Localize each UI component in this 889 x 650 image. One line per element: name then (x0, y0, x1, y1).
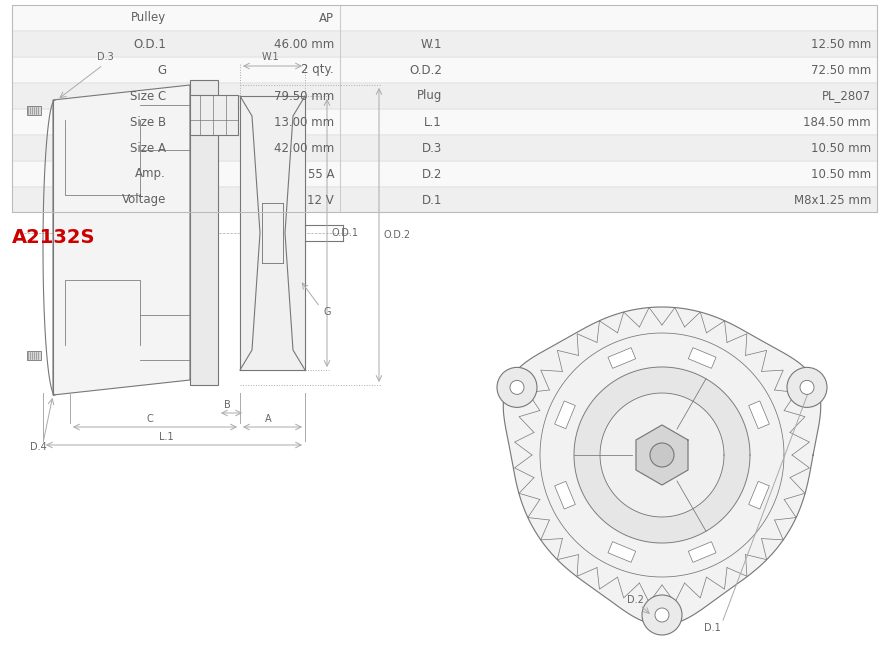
Circle shape (642, 595, 682, 635)
Text: Amp.: Amp. (135, 168, 166, 181)
Text: AP: AP (319, 12, 334, 25)
Text: 72.50 mm: 72.50 mm (811, 64, 871, 77)
FancyBboxPatch shape (12, 83, 340, 108)
Text: A2132S: A2132S (12, 228, 95, 247)
Text: W.1: W.1 (420, 38, 442, 51)
Polygon shape (600, 393, 724, 517)
Text: 10.50 mm: 10.50 mm (811, 168, 871, 181)
FancyBboxPatch shape (340, 5, 877, 30)
Text: 10.50 mm: 10.50 mm (811, 142, 871, 155)
Text: C: C (147, 414, 154, 424)
Circle shape (510, 380, 524, 395)
Circle shape (787, 367, 827, 408)
Polygon shape (688, 348, 716, 369)
Text: D.3: D.3 (97, 52, 114, 62)
Text: D.2: D.2 (627, 595, 644, 605)
Text: 42.00 mm: 42.00 mm (274, 142, 334, 155)
Text: Plug: Plug (417, 90, 442, 103)
FancyBboxPatch shape (12, 109, 340, 134)
Polygon shape (636, 425, 688, 485)
Text: 55 A: 55 A (308, 168, 334, 181)
Text: O.D.1: O.D.1 (331, 228, 358, 238)
Text: Size A: Size A (130, 142, 166, 155)
Text: 12 V: 12 V (308, 194, 334, 207)
FancyBboxPatch shape (340, 187, 877, 212)
Polygon shape (503, 307, 821, 625)
FancyBboxPatch shape (27, 351, 41, 360)
Circle shape (800, 380, 814, 395)
Text: 46.00 mm: 46.00 mm (274, 38, 334, 51)
Text: Size B: Size B (130, 116, 166, 129)
FancyBboxPatch shape (190, 80, 218, 385)
Text: G: G (323, 307, 331, 317)
FancyBboxPatch shape (12, 161, 340, 186)
Text: 12.50 mm: 12.50 mm (811, 38, 871, 51)
Text: PL_2807: PL_2807 (821, 90, 871, 103)
Text: 13.00 mm: 13.00 mm (274, 116, 334, 129)
Text: W.1: W.1 (262, 52, 280, 62)
Text: D.2: D.2 (421, 168, 442, 181)
Text: Size C: Size C (130, 90, 166, 103)
Polygon shape (53, 85, 190, 395)
FancyBboxPatch shape (27, 106, 41, 115)
Text: Pulley: Pulley (131, 12, 166, 25)
Text: 2 qty.: 2 qty. (301, 64, 334, 77)
Text: B: B (224, 400, 231, 410)
Text: M8x1.25 mm: M8x1.25 mm (794, 194, 871, 207)
Polygon shape (555, 401, 575, 428)
FancyBboxPatch shape (12, 5, 340, 30)
Text: D.4: D.4 (30, 442, 47, 452)
Polygon shape (608, 348, 636, 369)
Text: O.D.2: O.D.2 (409, 64, 442, 77)
Text: 184.50 mm: 184.50 mm (804, 116, 871, 129)
FancyBboxPatch shape (12, 187, 340, 212)
FancyBboxPatch shape (12, 135, 340, 160)
Circle shape (497, 367, 537, 408)
FancyBboxPatch shape (340, 109, 877, 134)
Text: O.D.2: O.D.2 (383, 230, 410, 240)
FancyBboxPatch shape (340, 31, 877, 56)
Polygon shape (555, 482, 575, 509)
FancyBboxPatch shape (340, 57, 877, 82)
Text: 79.50 mm: 79.50 mm (274, 90, 334, 103)
Polygon shape (749, 401, 769, 428)
Text: G: G (156, 64, 166, 77)
FancyBboxPatch shape (340, 135, 877, 160)
Polygon shape (608, 541, 636, 562)
Text: O.D.1: O.D.1 (133, 38, 166, 51)
Text: A: A (265, 414, 272, 424)
FancyBboxPatch shape (12, 57, 340, 82)
FancyBboxPatch shape (340, 83, 877, 108)
Polygon shape (688, 541, 716, 562)
FancyBboxPatch shape (340, 161, 877, 186)
Text: D.1: D.1 (421, 194, 442, 207)
Polygon shape (574, 367, 750, 543)
Circle shape (655, 608, 669, 622)
Polygon shape (240, 96, 305, 370)
Text: Voltage: Voltage (122, 194, 166, 207)
Text: D.3: D.3 (421, 142, 442, 155)
Text: L.1: L.1 (424, 116, 442, 129)
FancyBboxPatch shape (12, 31, 340, 56)
Text: L.1: L.1 (159, 432, 173, 442)
Circle shape (650, 443, 674, 467)
Text: D.1: D.1 (704, 623, 721, 633)
Polygon shape (749, 482, 769, 509)
FancyBboxPatch shape (190, 95, 238, 135)
